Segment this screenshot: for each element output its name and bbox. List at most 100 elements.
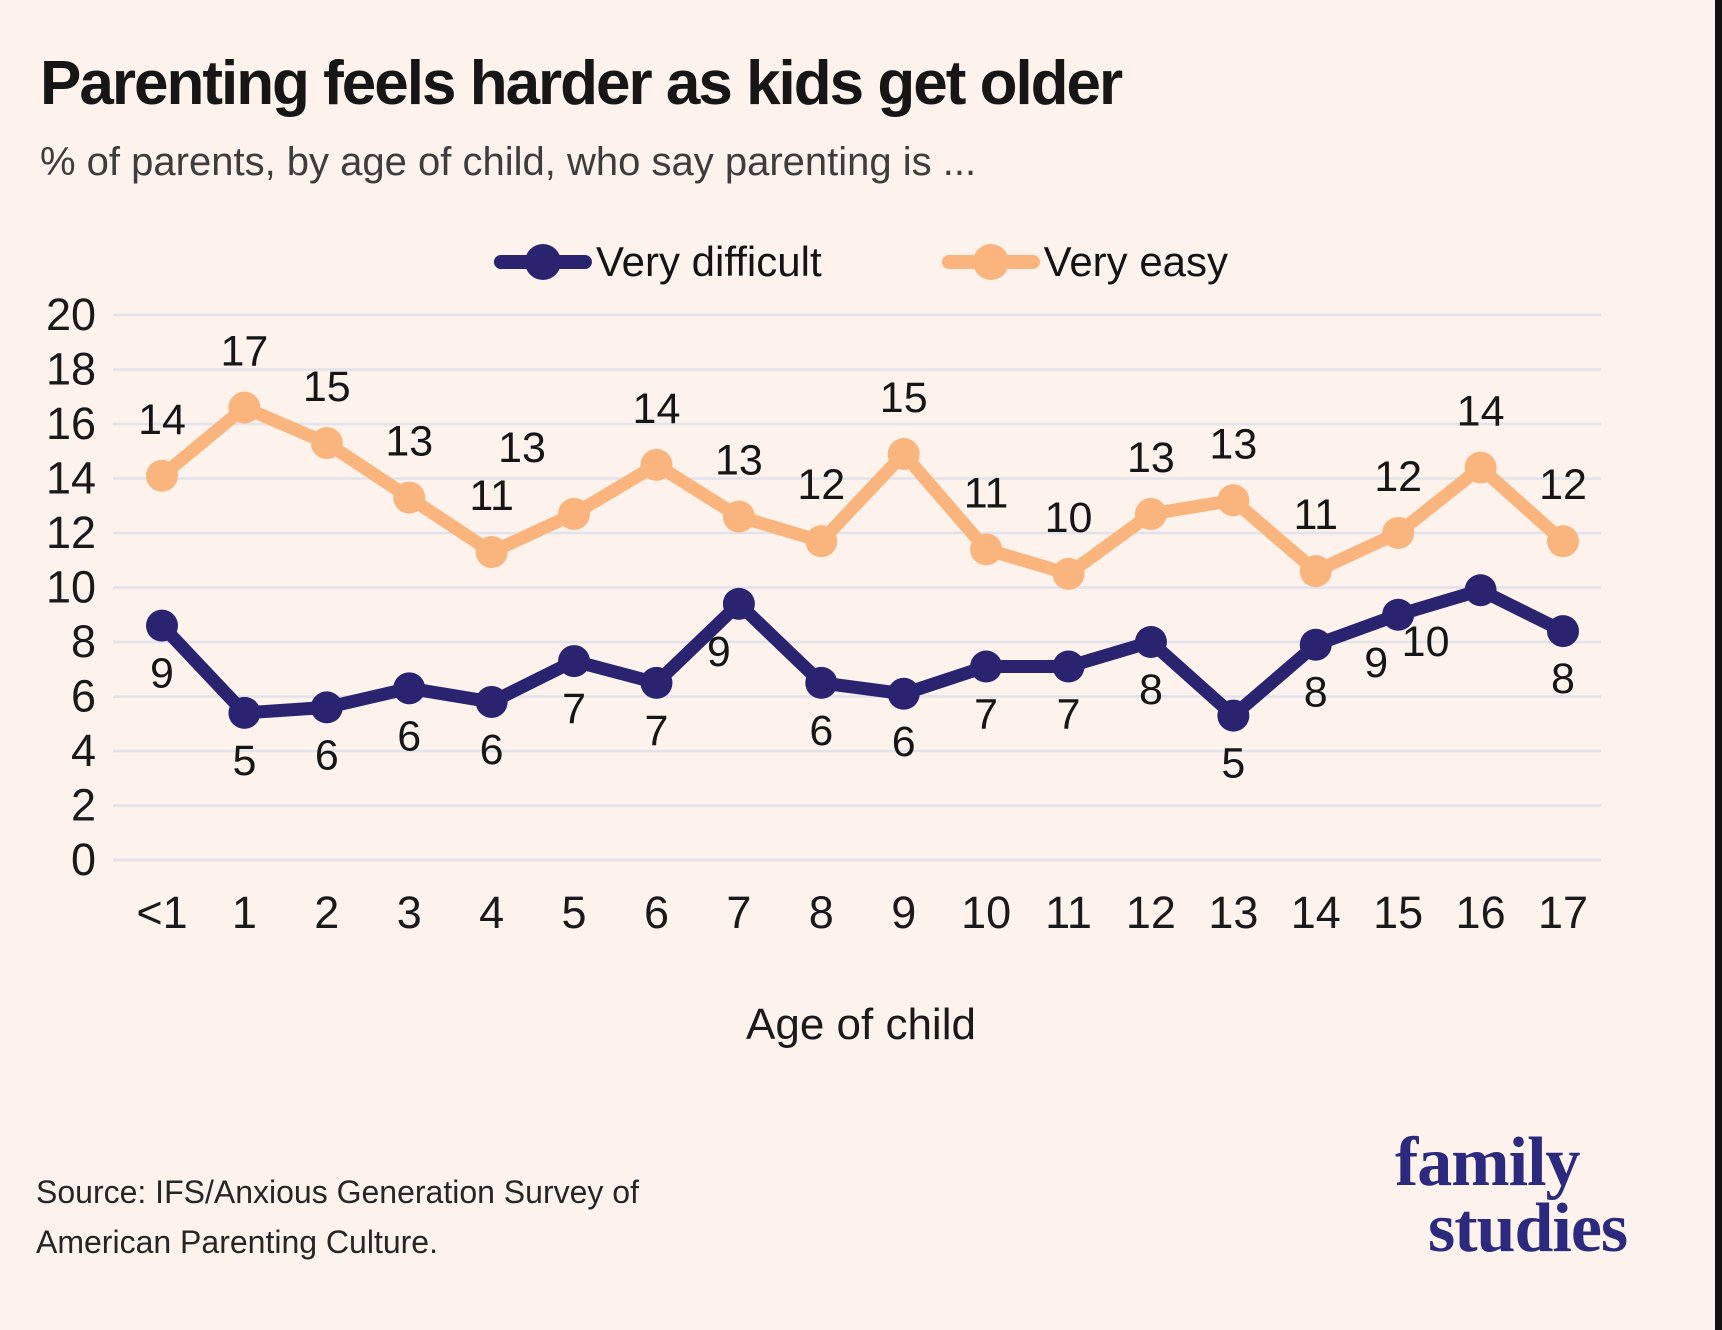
legend-label-very-easy: Very easy <box>1043 238 1229 285</box>
x-axis-category-label: 17 <box>1538 887 1588 938</box>
data-point-value-label: 13 <box>385 418 433 466</box>
data-point-marker <box>558 645 591 678</box>
y-axis-tick-label: 18 <box>46 344 96 395</box>
data-point-marker <box>1299 555 1332 588</box>
data-point-marker <box>1299 628 1332 661</box>
legend-swatch-very-difficult <box>493 244 592 280</box>
data-point-value-label: 14 <box>138 396 186 444</box>
data-point-marker <box>1052 650 1085 683</box>
y-axis-tick-label: 6 <box>71 671 96 722</box>
data-point-value-label: 15 <box>303 363 351 411</box>
data-point-value-label: 6 <box>480 726 504 774</box>
data-point-marker <box>722 587 755 620</box>
legend-swatch-very-easy <box>941 244 1040 280</box>
data-point-value-label: 17 <box>220 328 268 376</box>
data-point-value-label: 8 <box>1139 666 1163 714</box>
data-point-value-label: 10 <box>1045 494 1093 542</box>
data-point-value-label: 7 <box>645 707 669 755</box>
data-point-marker <box>805 525 838 558</box>
data-point-value-label: 6 <box>892 718 916 766</box>
x-axis-category-label: 16 <box>1456 887 1506 938</box>
y-axis-tick-label: 2 <box>71 780 96 831</box>
x-axis-category-label: 3 <box>397 887 422 938</box>
legend-item-very-easy: Very easy <box>941 238 1229 286</box>
data-point-marker <box>146 459 178 492</box>
series-line-very-easy <box>155 401 1570 581</box>
data-point-marker <box>1382 517 1415 549</box>
legend-dot-icon <box>524 244 561 280</box>
data-point-value-label: 11 <box>964 469 1009 517</box>
data-point-marker <box>1464 574 1497 607</box>
data-point-value-label: 12 <box>1374 453 1422 501</box>
data-point-marker <box>310 691 343 724</box>
data-point-value-label: 7 <box>1057 691 1081 739</box>
legend-dot-icon <box>972 244 1009 280</box>
data-point-value-label: 15 <box>880 374 928 422</box>
data-point-marker <box>558 497 591 530</box>
chart-legend: Very difficult Very easy <box>493 238 1229 286</box>
x-axis-category-label: 6 <box>644 887 669 938</box>
y-axis-tick-label: 12 <box>46 507 96 558</box>
data-point-marker <box>310 427 343 460</box>
x-axis-category-label: 14 <box>1291 887 1341 938</box>
y-axis-tick-label: 20 <box>46 289 96 340</box>
x-axis-category-label: 8 <box>809 887 834 938</box>
data-point-marker <box>1464 451 1497 484</box>
data-point-value-label: 9 <box>1364 639 1388 687</box>
data-point-value-label: 9 <box>150 650 174 698</box>
data-point-value-label: 14 <box>1457 388 1505 436</box>
data-point-value-label: 13 <box>498 424 546 472</box>
source-note: Source: IFS/Anxious Generation Survey of… <box>36 1168 639 1267</box>
data-point-marker <box>722 500 755 533</box>
data-point-marker <box>1217 699 1250 732</box>
legend-item-very-difficult: Very difficult <box>493 238 822 286</box>
data-point-value-label: 12 <box>797 461 845 509</box>
data-point-marker <box>640 448 673 481</box>
y-axis-tick-label: 16 <box>46 398 96 449</box>
data-point-marker <box>228 391 261 424</box>
page-subtitle: % of parents, by age of child, who say p… <box>40 140 977 184</box>
y-axis-tick-label: 0 <box>71 834 96 885</box>
x-axis-category-label: 13 <box>1208 887 1258 938</box>
data-point-value-label: 5 <box>1221 740 1245 788</box>
data-point-value-label: 6 <box>809 707 833 755</box>
data-point-marker <box>228 696 261 729</box>
data-point-value-label: 8 <box>1551 655 1575 703</box>
data-point-marker <box>1547 525 1579 558</box>
data-point-marker <box>970 650 1003 683</box>
x-axis-category-label: 15 <box>1373 887 1423 938</box>
right-edge-strip <box>1715 0 1722 1330</box>
x-axis-category-label: 12 <box>1126 887 1176 938</box>
y-axis-tick-label: 14 <box>46 453 96 504</box>
x-axis-category-label: 1 <box>232 887 257 938</box>
data-point-value-label: 6 <box>397 712 421 760</box>
x-axis-category-label: 5 <box>562 887 587 938</box>
data-point-marker <box>1217 484 1250 517</box>
legend-label-very-difficult: Very difficult <box>595 238 822 285</box>
data-point-value-label: 11 <box>1293 491 1338 539</box>
data-point-value-label: 8 <box>1304 669 1328 717</box>
data-point-marker <box>887 437 920 470</box>
x-axis-category-label: 2 <box>314 887 339 938</box>
data-point-value-label: 7 <box>562 685 586 733</box>
data-point-value-label: 7 <box>974 691 998 739</box>
source-line-1: Source: IFS/Anxious Generation Survey of <box>36 1174 639 1210</box>
data-point-value-label: 5 <box>232 737 256 785</box>
x-axis-category-label: 4 <box>479 887 504 938</box>
data-point-value-label: 13 <box>1209 420 1257 468</box>
logo-word-studies: studies <box>1428 1190 1628 1267</box>
y-axis-tick-label: 10 <box>46 562 96 613</box>
data-point-marker <box>887 677 920 710</box>
x-axis-title: Age of child <box>746 1000 976 1049</box>
data-point-value-label: 10 <box>1402 618 1450 666</box>
data-point-marker <box>1052 557 1085 590</box>
x-axis-category-label: 11 <box>1045 887 1092 938</box>
data-point-marker <box>1382 598 1415 631</box>
data-point-marker <box>1547 615 1579 648</box>
data-point-value-label: 11 <box>469 472 514 520</box>
logo-word-family: family <box>1395 1124 1581 1201</box>
data-point-value-label: 9 <box>707 628 731 676</box>
page-title: Parenting feels harder as kids get older <box>40 49 1123 118</box>
y-axis-tick-label: 8 <box>71 616 96 667</box>
